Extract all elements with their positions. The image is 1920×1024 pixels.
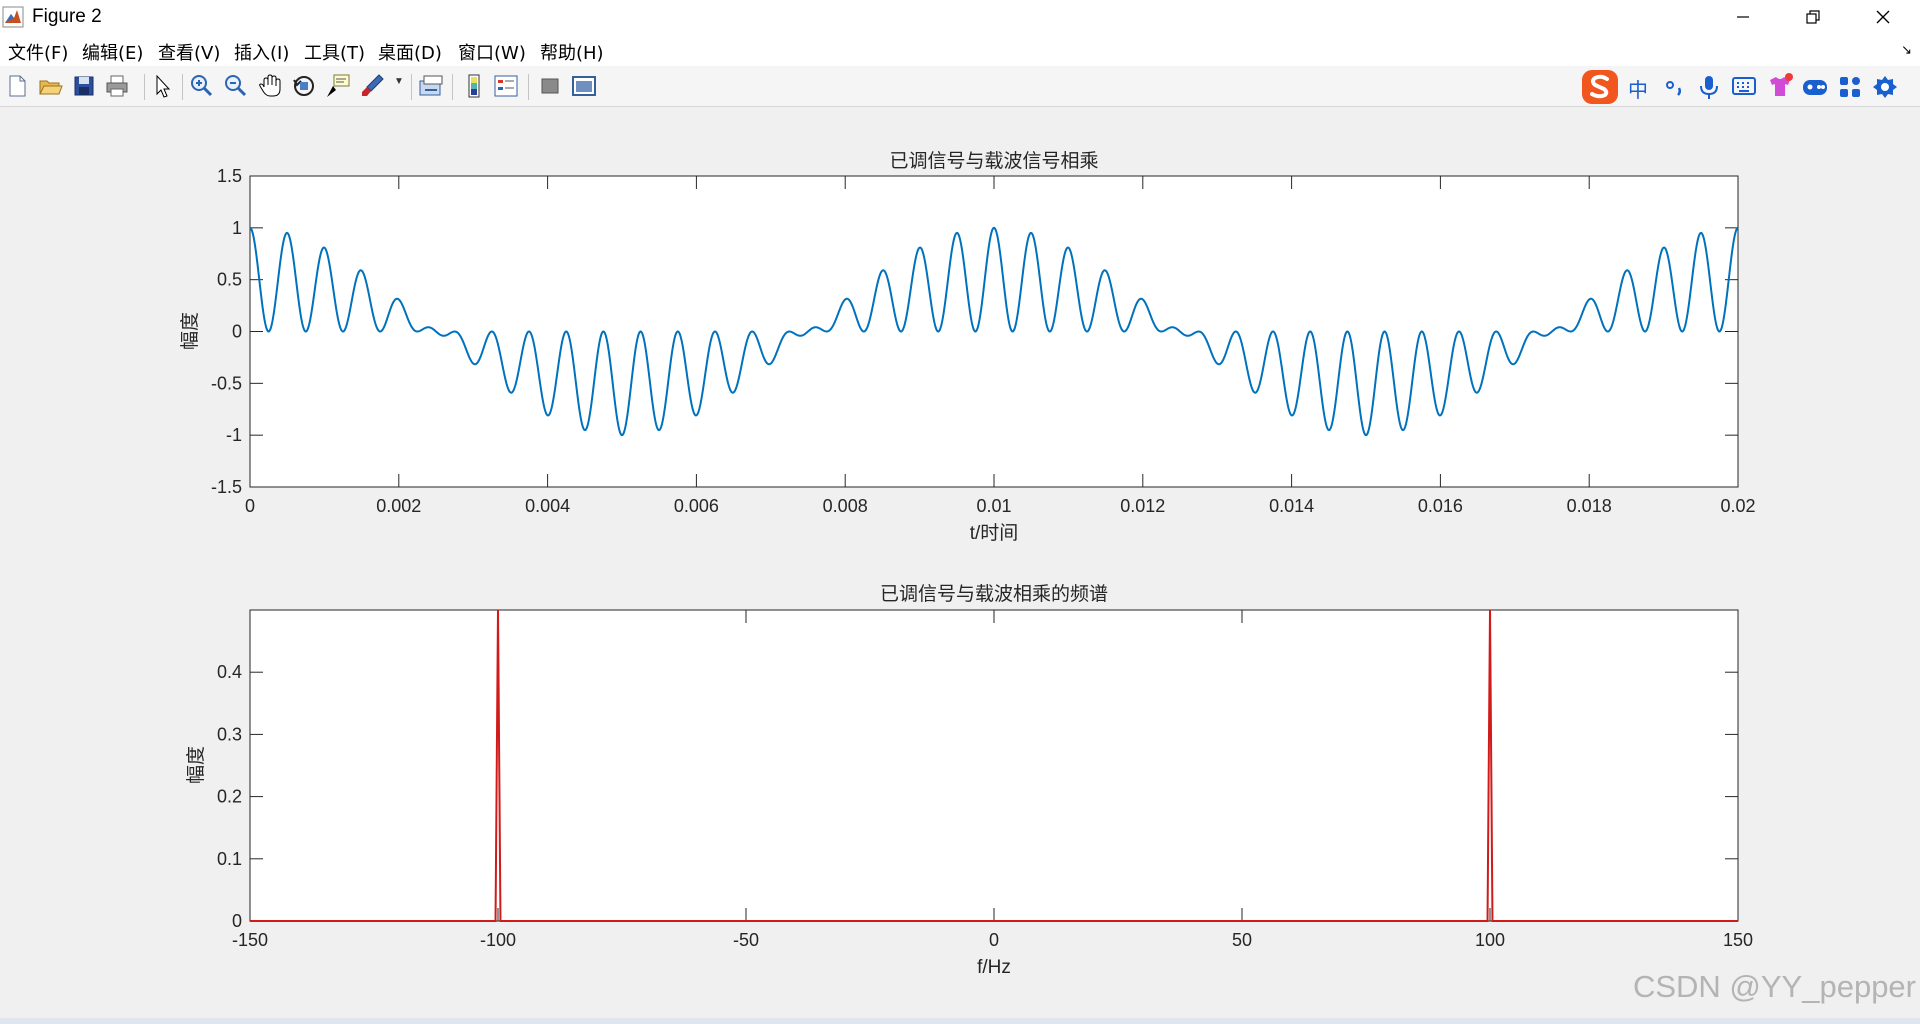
microphone-icon[interactable]	[1698, 74, 1720, 100]
y-tick-label: 0.4	[217, 662, 242, 682]
zoom-in-icon[interactable]	[188, 72, 216, 100]
chart-title: 已调信号与载波相乘的频谱	[880, 583, 1108, 605]
toolbar-separator	[452, 74, 453, 100]
subplot-spectrum[interactable]: 已调信号与载波相乘的频谱 f/Hz 幅度 -150 -100 -50 0 50 100 15…	[185, 583, 1753, 978]
brush-dropdown-icon[interactable]: ▼	[394, 76, 404, 87]
spectrum-series-line	[250, 609, 1738, 922]
x-tick-label: 150	[1723, 930, 1753, 950]
dock-arrow-icon[interactable]: ↘	[1901, 42, 1912, 57]
toolbar-separator	[182, 74, 183, 100]
menu-bar: 文件(F) 编辑(E) 查看(V) 插入(I) 工具(T) 桌面(D) 窗口(W…	[0, 34, 1920, 66]
punctuation-icon[interactable]	[1664, 76, 1686, 98]
y-tick-label: -1.5	[211, 477, 242, 497]
minimize-icon	[1737, 16, 1749, 18]
close-icon	[1876, 10, 1890, 24]
x-tick-label: 50	[1232, 930, 1252, 950]
y-tick-label: 0.3	[217, 724, 242, 744]
colorbar-icon[interactable]	[460, 72, 488, 100]
y-tick-label: 0	[232, 322, 242, 342]
y-tick-label: 1.5	[217, 166, 242, 186]
skin-icon[interactable]	[1766, 72, 1794, 100]
figure-toolbar: ▼ 中	[0, 66, 1920, 107]
data-cursor-icon[interactable]	[324, 72, 352, 100]
toolbar-separator	[528, 74, 529, 100]
zoom-out-icon[interactable]	[222, 72, 250, 100]
x-tick-label: 0.01	[976, 496, 1011, 516]
window-title: Figure 2	[32, 6, 102, 27]
brush-icon[interactable]	[358, 72, 386, 100]
x-tick-label: 0.016	[1418, 496, 1463, 516]
y-tick-label: 0.5	[217, 270, 242, 290]
x-tick-label: 0.004	[525, 496, 570, 516]
toolbar-separator	[411, 74, 412, 100]
axes-box	[249, 175, 1739, 488]
x-tick-label: -100	[480, 930, 516, 950]
y-tick-label: 0.2	[217, 787, 242, 807]
menu-tools[interactable]: 工具(T)	[304, 43, 366, 64]
signal-series-line	[249, 226, 1739, 437]
x-tick-label: -50	[733, 930, 759, 950]
save-icon[interactable]	[70, 72, 98, 100]
y-axis-label: 幅度	[179, 312, 201, 350]
x-tick-label: 0.014	[1269, 496, 1314, 516]
x-axis-label: t/时间	[970, 522, 1019, 544]
x-tick-label: 100	[1475, 930, 1505, 950]
status-bar	[0, 1018, 1920, 1024]
restore-button[interactable]	[1778, 0, 1848, 34]
x-tick-label: -150	[232, 930, 268, 950]
menu-view[interactable]: 查看(V)	[158, 43, 221, 64]
x-tick-label: 0.012	[1120, 496, 1165, 516]
open-file-icon[interactable]	[36, 72, 64, 100]
rotate-3d-icon[interactable]	[290, 72, 318, 100]
y-tick-label: -0.5	[211, 373, 242, 393]
axes-box	[249, 609, 1739, 922]
watermark: CSDN @YY_pepper	[1632, 969, 1916, 1004]
settings-icon[interactable]	[1872, 74, 1898, 100]
figure-canvas: 已调信号与载波信号相乘 t/时间 幅度 0 0.002 0.004 0.006 0.00…	[179, 150, 1756, 978]
close-button[interactable]	[1848, 0, 1918, 34]
apps-grid-icon[interactable]	[1838, 75, 1862, 99]
menu-help[interactable]: 帮助(H)	[540, 43, 604, 64]
link-plot-icon[interactable]	[417, 72, 445, 100]
toolbar-separator	[144, 74, 145, 100]
ime-toolbar: 中	[1580, 66, 1920, 106]
x-tick-label: 0.006	[674, 496, 719, 516]
sogou-logo-icon[interactable]	[1580, 68, 1620, 106]
show-plot-tools-icon[interactable]	[570, 72, 598, 100]
window-titlebar: Figure 2	[0, 0, 1920, 34]
pan-hand-icon[interactable]	[256, 72, 284, 100]
menu-edit[interactable]: 编辑(E)	[82, 43, 144, 64]
y-tick-label: 0.1	[217, 849, 242, 869]
chart-title: 已调信号与载波信号相乘	[889, 150, 1098, 172]
x-tick-label: 0	[989, 930, 999, 950]
edit-plot-arrow-icon[interactable]	[148, 72, 176, 100]
menu-desktop[interactable]: 桌面(D)	[378, 43, 442, 64]
x-tick-label: 0.008	[823, 496, 868, 516]
legend-icon[interactable]	[492, 72, 520, 100]
x-tick-label: 0	[245, 496, 255, 516]
game-icon[interactable]	[1802, 76, 1828, 98]
menu-file[interactable]: 文件(F)	[8, 43, 69, 64]
minimize-button[interactable]	[1708, 0, 1778, 34]
y-tick-label: 1	[232, 218, 242, 238]
menu-insert[interactable]: 插入(I)	[234, 43, 290, 64]
x-axis-label: f/Hz	[977, 957, 1011, 978]
y-axis-label: 幅度	[185, 746, 207, 784]
subplot-time-domain[interactable]: 已调信号与载波信号相乘 t/时间 幅度 0 0.002 0.004 0.006 0.00…	[179, 150, 1756, 544]
menu-window[interactable]: 窗口(W)	[458, 43, 526, 64]
hide-plot-tools-icon[interactable]	[536, 72, 564, 100]
restore-icon	[1806, 10, 1820, 24]
keyboard-icon[interactable]	[1732, 76, 1756, 96]
matlab-logo-icon	[2, 6, 24, 28]
print-icon[interactable]	[103, 72, 131, 100]
x-tick-label: 0.018	[1567, 496, 1612, 516]
y-tick-label: -1	[226, 425, 242, 445]
chinese-mode-icon[interactable]: 中	[1628, 78, 1648, 102]
x-tick-label: 0.002	[376, 496, 421, 516]
x-tick-label: 0.02	[1720, 496, 1755, 516]
y-tick-label: 0	[232, 911, 242, 931]
new-figure-icon[interactable]	[3, 72, 31, 100]
